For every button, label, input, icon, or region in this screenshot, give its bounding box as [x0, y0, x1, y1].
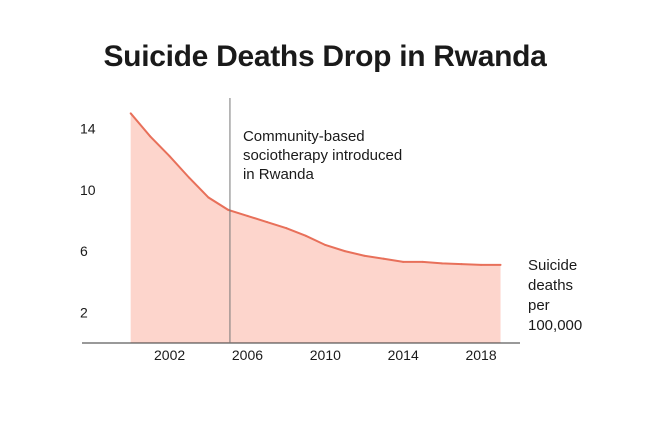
y-tick-label: 2 [80, 304, 88, 320]
series-label-line: Suicide [528, 257, 577, 274]
series-label-line: per [528, 297, 550, 314]
data-point [168, 155, 171, 158]
data-point [382, 257, 385, 260]
annotation-text: Community-based sociotherapy introduced in… [243, 128, 402, 183]
data-point [227, 208, 229, 211]
x-tick-label: 2006 [232, 347, 263, 363]
data-point [499, 263, 502, 266]
x-tick-label: 2014 [388, 347, 419, 363]
series-label-line: deaths [528, 277, 573, 294]
series-label: Suicide deaths per 100,000 [528, 257, 582, 334]
annotation-line-text: sociotherapy introduced [243, 147, 402, 164]
annotation-line-text: in Rwanda [243, 166, 315, 183]
data-point [441, 262, 444, 265]
data-point [304, 234, 307, 237]
series-line [129, 112, 501, 266]
y-tick-label: 10 [80, 182, 96, 198]
data-point [207, 196, 210, 199]
data-point [480, 263, 483, 266]
data-point [363, 254, 366, 257]
data-point [246, 214, 249, 217]
data-point [343, 250, 346, 253]
data-point [324, 244, 327, 246]
x-tick-label: 2018 [465, 347, 496, 363]
annotation-line-text: Community-based [243, 128, 365, 145]
x-tick-label: 2010 [310, 347, 341, 363]
series-area [130, 113, 501, 343]
data-point [460, 263, 463, 266]
y-tick-label: 6 [80, 243, 88, 259]
y-tick-label: 14 [80, 121, 96, 137]
data-point [402, 260, 405, 263]
data-point [265, 221, 268, 224]
data-point [188, 176, 191, 179]
x-tick-label: 2002 [154, 347, 185, 363]
data-point [285, 227, 288, 230]
plot-area: Community-based sociotherapy introduced in… [80, 98, 582, 363]
chart-title: Suicide Deaths Drop in Rwanda [103, 40, 547, 73]
data-point [129, 112, 132, 115]
data-point [421, 260, 424, 263]
series-label-line: 100,000 [528, 317, 582, 334]
data-point [149, 135, 152, 138]
